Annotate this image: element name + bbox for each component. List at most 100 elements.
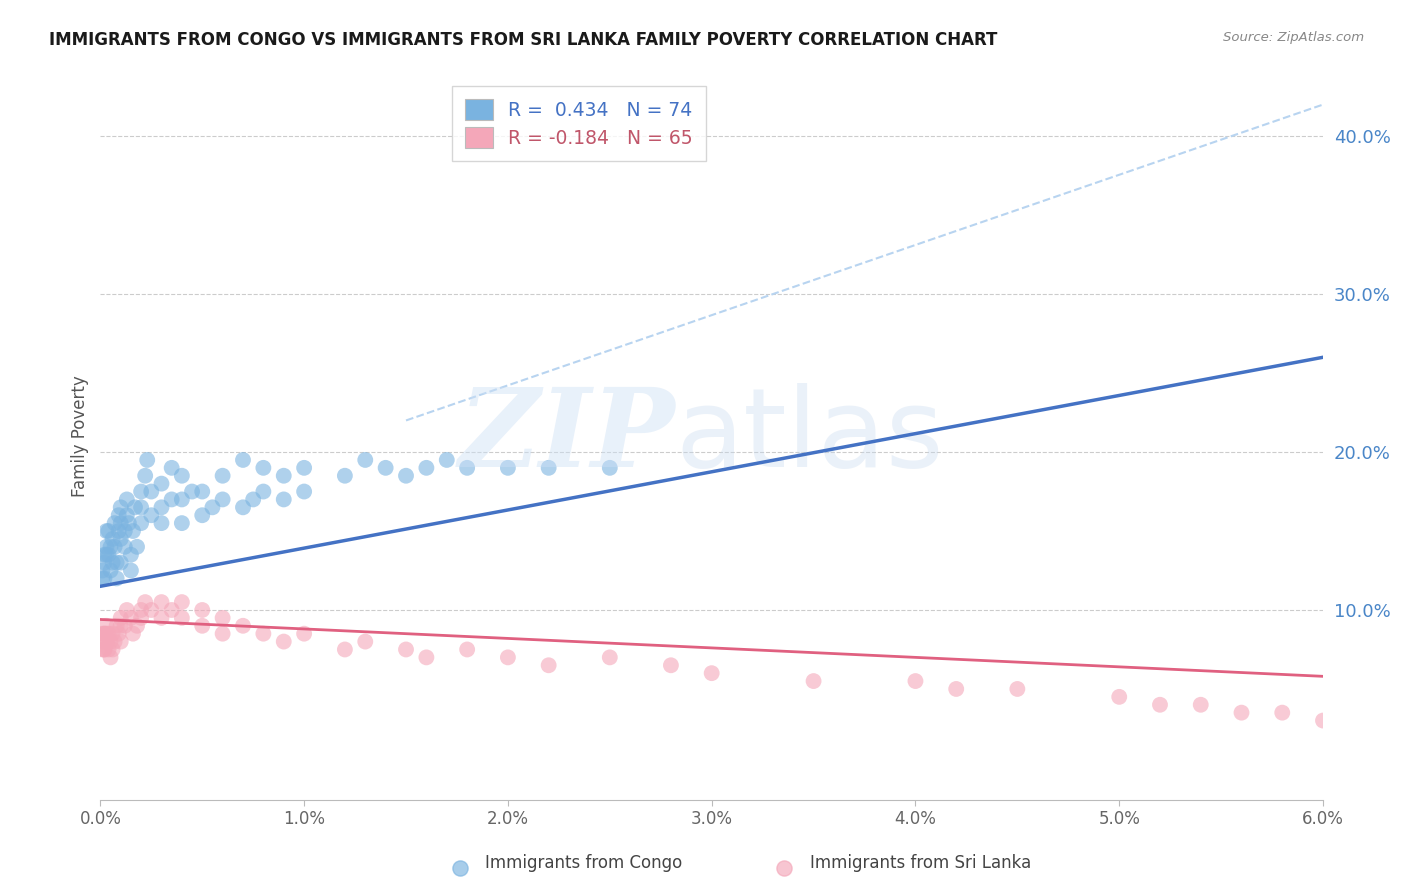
Point <box>160 460 183 475</box>
Point <box>100 634 122 648</box>
Point <box>537 460 560 475</box>
Point <box>107 524 129 538</box>
Point <box>273 634 295 648</box>
Point <box>599 650 621 665</box>
Text: Immigrants from Congo: Immigrants from Congo <box>485 855 682 872</box>
Point <box>160 603 183 617</box>
Point <box>129 500 152 515</box>
Point <box>599 460 621 475</box>
Point <box>107 626 129 640</box>
Point <box>118 516 141 530</box>
Y-axis label: Family Poverty: Family Poverty <box>72 376 89 497</box>
Point <box>96 619 118 633</box>
Point <box>141 603 163 617</box>
Point <box>114 619 136 633</box>
Point <box>97 524 120 538</box>
Point <box>415 650 437 665</box>
Point <box>105 619 128 633</box>
Point <box>803 674 825 689</box>
Point <box>191 508 214 523</box>
Point <box>659 658 682 673</box>
Point <box>104 540 127 554</box>
Point <box>129 603 152 617</box>
Point <box>91 564 114 578</box>
Legend: R =  0.434   N = 74, R = -0.184   N = 65: R = 0.434 N = 74, R = -0.184 N = 65 <box>453 86 706 161</box>
Point <box>170 468 193 483</box>
Point <box>93 642 115 657</box>
Point <box>110 516 132 530</box>
Point <box>120 564 142 578</box>
Point <box>191 484 214 499</box>
Point <box>136 453 159 467</box>
Point <box>134 468 156 483</box>
Point <box>456 460 478 475</box>
Point <box>211 468 233 483</box>
Point <box>1189 698 1212 712</box>
Point <box>125 619 148 633</box>
Point <box>232 500 254 515</box>
Point <box>395 468 418 483</box>
Point <box>96 634 118 648</box>
Point <box>129 484 152 499</box>
Point <box>945 681 967 696</box>
Point <box>1312 714 1334 728</box>
Point <box>456 642 478 657</box>
Point <box>110 634 132 648</box>
Point <box>122 626 145 640</box>
Point <box>101 556 124 570</box>
Point <box>110 556 132 570</box>
Point <box>537 658 560 673</box>
Point <box>91 642 114 657</box>
Point <box>104 516 127 530</box>
Point <box>93 626 115 640</box>
Point <box>170 516 193 530</box>
Point <box>354 453 377 467</box>
Point <box>129 611 152 625</box>
Point <box>1108 690 1130 704</box>
Point <box>91 634 114 648</box>
Point <box>211 626 233 640</box>
Point <box>252 460 274 475</box>
Point <box>104 634 127 648</box>
Point <box>125 540 148 554</box>
Point <box>96 540 118 554</box>
Point <box>107 508 129 523</box>
Point <box>150 500 173 515</box>
Point <box>110 532 132 546</box>
Point <box>191 603 214 617</box>
Point <box>105 556 128 570</box>
Point <box>105 571 128 585</box>
Point <box>211 611 233 625</box>
Point <box>170 611 193 625</box>
Point <box>91 626 114 640</box>
Point <box>101 626 124 640</box>
Text: Immigrants from Sri Lanka: Immigrants from Sri Lanka <box>810 855 1031 872</box>
Point <box>124 500 146 515</box>
Point <box>101 642 124 657</box>
Point <box>496 460 519 475</box>
Point <box>292 460 315 475</box>
Point <box>333 468 356 483</box>
Text: atlas: atlas <box>675 383 943 490</box>
Point <box>242 492 264 507</box>
Point <box>114 540 136 554</box>
Point <box>232 453 254 467</box>
Point <box>273 492 295 507</box>
Point <box>96 548 118 562</box>
Point <box>93 626 115 640</box>
Point <box>120 611 142 625</box>
Point <box>201 500 224 515</box>
Point <box>93 642 115 657</box>
Point <box>93 556 115 570</box>
Point <box>115 508 138 523</box>
Point <box>100 650 122 665</box>
Point <box>1271 706 1294 720</box>
Point <box>374 460 396 475</box>
Point <box>96 626 118 640</box>
Point <box>110 500 132 515</box>
Point <box>252 484 274 499</box>
Point <box>232 619 254 633</box>
Point <box>129 516 152 530</box>
Point <box>120 548 142 562</box>
Point <box>436 453 458 467</box>
